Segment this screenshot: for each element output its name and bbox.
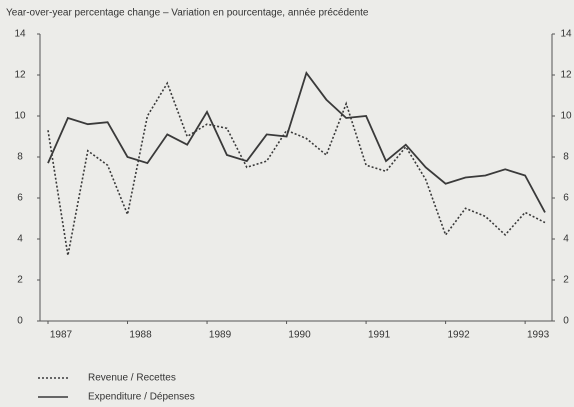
x-tick-label: 1989: [209, 330, 232, 341]
x-tick-label: 1987: [50, 330, 73, 341]
series-line: [47, 81, 546, 256]
y-tick-label: 14: [14, 29, 26, 40]
x-tick-label: 1991: [368, 330, 391, 341]
x-tick-label: 1990: [288, 330, 311, 341]
y-tick-label: 12: [14, 70, 26, 81]
y-tick-label: 6: [17, 193, 23, 204]
y2-tick-label: 14: [560, 29, 572, 40]
legend-label: Revenue / Recettes: [88, 373, 176, 384]
y-tick-label: 0: [17, 316, 23, 327]
y2-tick-label: 8: [563, 152, 569, 163]
x-tick-label: 1993: [527, 330, 550, 341]
y2-tick-label: 6: [563, 193, 569, 204]
x-tick-label: 1992: [447, 330, 470, 341]
legend-label: Expenditure / Dépenses: [88, 392, 195, 403]
y-tick-label: 10: [14, 111, 26, 122]
y2-tick-label: 10: [560, 111, 572, 122]
x-tick-label: 1988: [129, 330, 152, 341]
y-tick-label: 4: [17, 234, 23, 245]
y2-tick-label: 4: [563, 234, 569, 245]
series-line: [47, 71, 546, 213]
y-tick-label: 8: [17, 152, 23, 163]
y2-tick-label: 2: [563, 275, 569, 286]
y2-tick-label: 0: [563, 316, 569, 327]
y-tick-label: 2: [17, 275, 23, 286]
y2-tick-label: 12: [560, 70, 572, 81]
chart-title: Year-over-year percentage change – Varia…: [6, 8, 369, 19]
